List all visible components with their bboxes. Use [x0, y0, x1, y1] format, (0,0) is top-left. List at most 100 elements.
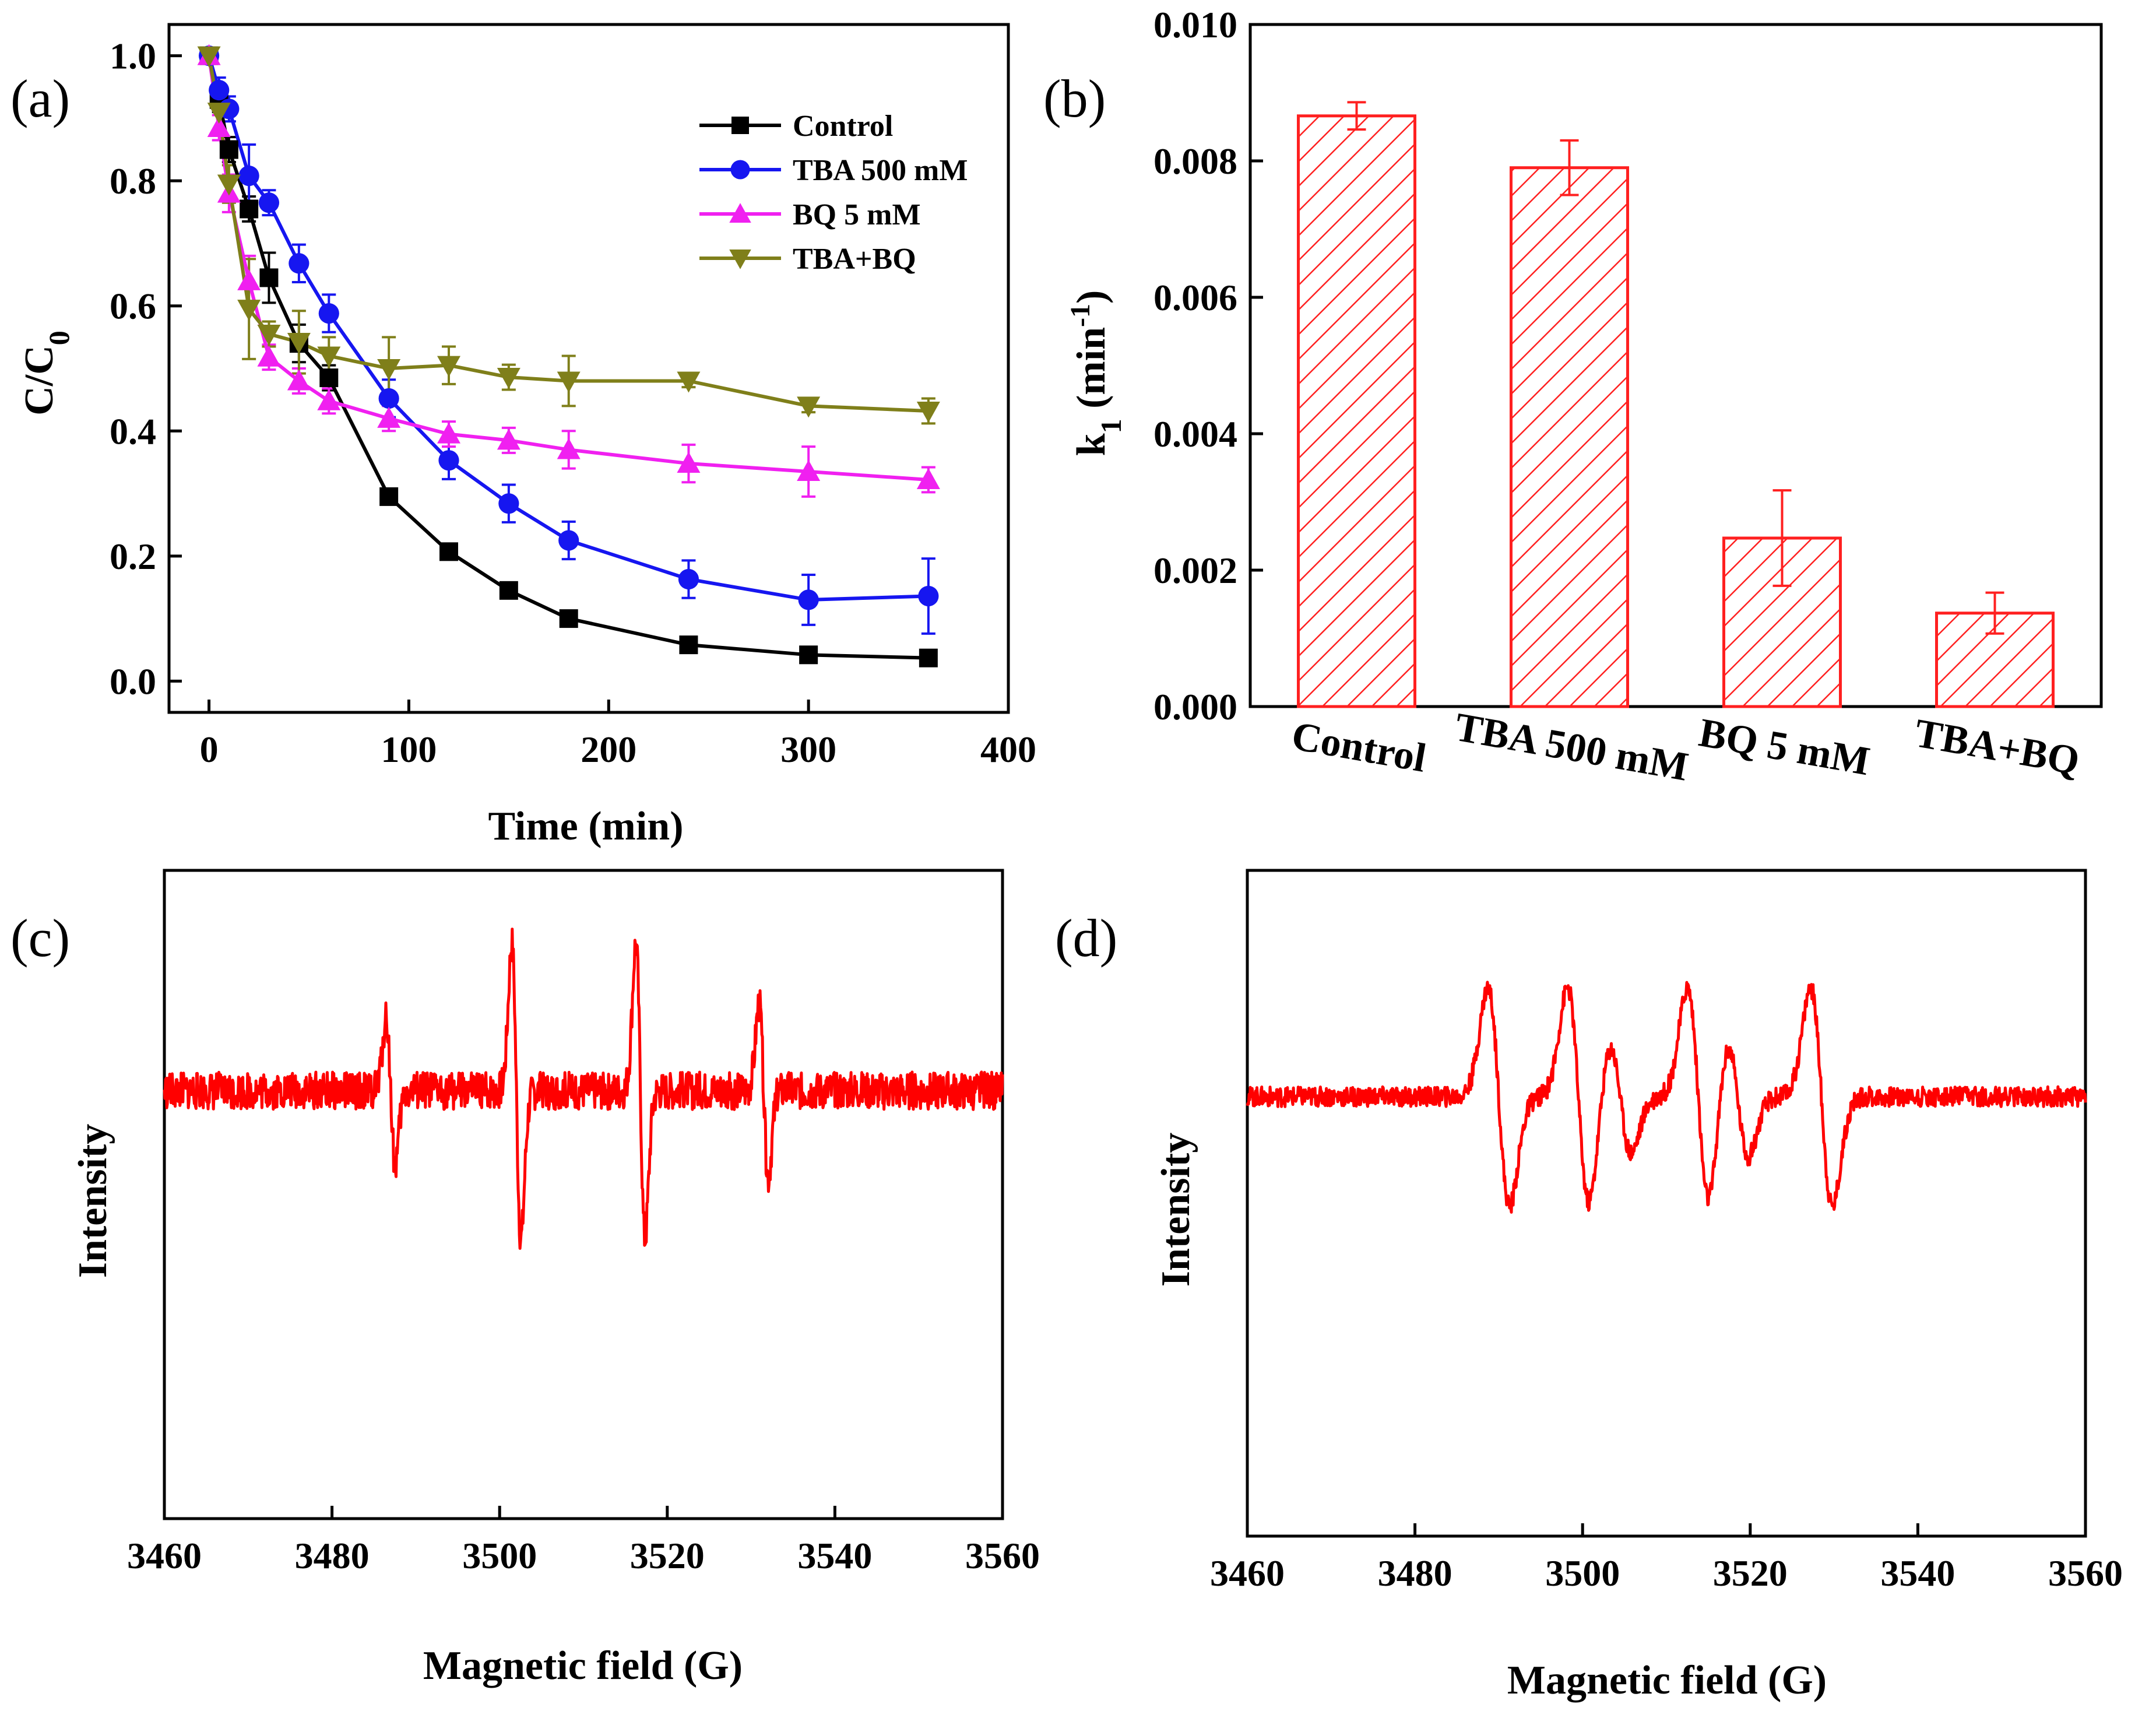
data-point: [797, 460, 821, 481]
data-point: [377, 406, 401, 428]
data-point: [237, 269, 261, 290]
series-line-tba-bq: [207, 55, 928, 413]
data-point: [319, 368, 339, 388]
panel-x-tick-label: 3460: [127, 1535, 202, 1576]
series-line-control: [207, 55, 928, 660]
panel-a-y-tick-label: 0.2: [110, 536, 156, 577]
panel-b-y-label-close: ): [1069, 290, 1114, 304]
panel-d-epr-trace: [1246, 981, 2087, 1214]
panel-c-frame: [163, 869, 1004, 1520]
bar-tba-500-mm: [1510, 166, 1629, 708]
panel-a-y-tick-label: 0.8: [110, 160, 156, 202]
legend-entry: TBA+BQ: [793, 243, 916, 276]
category-label: Control: [1288, 714, 1429, 781]
panel-b-y-label-sub: 1: [1095, 419, 1127, 433]
data-point: [918, 585, 939, 607]
data-point: [258, 192, 280, 213]
data-point: [677, 371, 701, 393]
panel-a-y-tick-label: 0.0: [110, 660, 156, 702]
data-point: [209, 80, 230, 101]
panel-x-tick-label: 3560: [2048, 1552, 2123, 1594]
category-label: BQ 5 mM: [1696, 710, 1873, 784]
data-point: [378, 388, 399, 409]
panel-a-x-tick-label: 100: [381, 729, 437, 770]
series-line-tba-500-mm: [207, 55, 928, 602]
data-point: [499, 581, 518, 600]
bar-tba-bq: [1935, 612, 2055, 708]
panel-b-y-tick-label: 0.006: [1153, 277, 1237, 318]
legend-marker: [729, 250, 751, 269]
data-point: [257, 325, 281, 346]
panel-a-y-label: C/C0: [17, 331, 75, 416]
data-point: [437, 422, 460, 444]
panel-b-y-tick-label: 0.002: [1153, 550, 1237, 591]
panel-a-x-ticks: 0 100 200 300 400: [200, 700, 1036, 770]
panel-a-series-lines: [207, 55, 929, 660]
panel-x-tick-label: 3460: [1210, 1552, 1285, 1594]
panel-c-label: (c): [10, 908, 70, 968]
data-point: [559, 609, 578, 628]
data-point: [317, 346, 341, 368]
panel-c-epr-trace: [163, 927, 1004, 1250]
data-point: [257, 345, 281, 367]
panel-b-y-label-exp: -1: [1065, 304, 1096, 327]
data-point: [557, 371, 581, 393]
data-point: [438, 450, 459, 471]
data-point: [240, 199, 259, 219]
panel-a-label: (a): [10, 69, 70, 128]
data-point: [799, 645, 818, 665]
panel-x-tick-label: 3540: [1880, 1552, 1955, 1594]
data-point: [678, 568, 699, 590]
panel-b-y-tick-label: 0.004: [1153, 413, 1237, 455]
panel-c-chart: (c) 3460 3480 3500 3520 3540 3560 Magnetic fi…: [10, 869, 1040, 1688]
panel-b-category-labels: Control TBA 500 mM BQ 5 mM TBA+BQ: [1288, 705, 2083, 790]
panel-b-y-label: k1 (min-1): [1065, 290, 1128, 456]
panel-d-chart: (d) 3460 3480 3500 3520 3540 3560 Magnetic fi…: [1055, 869, 2123, 1703]
data-point: [679, 635, 698, 655]
panel-a-chart: (a) 0.0 0.2 0.4 0.6 0.8 1.0 0 100 200 300 400 Tim…: [10, 23, 1036, 849]
panel-a-x-tick-label: 400: [980, 729, 1036, 770]
data-point: [379, 487, 399, 506]
panel-d-frame: [1246, 869, 2087, 1538]
legend-marker: [731, 117, 749, 134]
panel-a-y-tick-label: 1.0: [110, 36, 156, 77]
panel-b-y-label-k: k: [1069, 433, 1114, 456]
panel-d-y-label: Intensity: [1153, 1133, 1198, 1287]
panel-a-x-tick-label: 300: [780, 729, 836, 770]
legend-entry: BQ 5 mM: [793, 198, 921, 231]
data-point: [289, 253, 309, 274]
panel-x-tick-label: 3500: [1545, 1552, 1620, 1594]
panel-d-label: (d): [1055, 908, 1117, 968]
data-point: [318, 303, 339, 324]
panel-b-frame: [1248, 23, 2103, 708]
panel-a-y-tick-label: 0.4: [110, 410, 156, 452]
data-point: [219, 140, 238, 159]
panel-x-tick-label: 3560: [965, 1535, 1040, 1576]
data-point: [497, 428, 520, 450]
data-point: [259, 268, 279, 287]
data-point: [238, 166, 259, 187]
panel-d-x-ticks: 3460 3480 3500 3520 3540 3560: [1210, 1523, 2123, 1594]
category-label: TBA+BQ: [1911, 711, 2083, 784]
data-point: [439, 542, 458, 561]
panel-x-tick-label: 3520: [630, 1535, 705, 1576]
panel-x-tick-label: 3520: [1713, 1552, 1788, 1594]
data-point: [797, 396, 821, 418]
panel-a-legend: Control TBA 500 mM BQ 5 mM TBA+BQ: [699, 110, 968, 276]
data-point: [207, 116, 231, 137]
panel-b-label: (b): [1043, 69, 1106, 128]
data-point: [798, 589, 819, 610]
legend-marker: [730, 160, 750, 180]
data-point: [677, 452, 701, 473]
data-point: [919, 648, 938, 667]
panel-c-x-ticks: 3460 3480 3500 3520 3540 3560: [127, 1506, 1040, 1576]
data-point: [557, 438, 581, 459]
panel-a-y-ticks: 0.0 0.2 0.4 0.6 0.8 1.0: [110, 36, 182, 702]
data-point: [497, 368, 520, 389]
panel-b-bars: [1297, 114, 2055, 708]
panel-x-tick-label: 3540: [797, 1535, 872, 1576]
panel-a-x-tick-label: 0: [200, 729, 219, 770]
panel-b-y-label-unit: (min: [1069, 327, 1114, 419]
panel-x-tick-label: 3480: [295, 1535, 370, 1576]
